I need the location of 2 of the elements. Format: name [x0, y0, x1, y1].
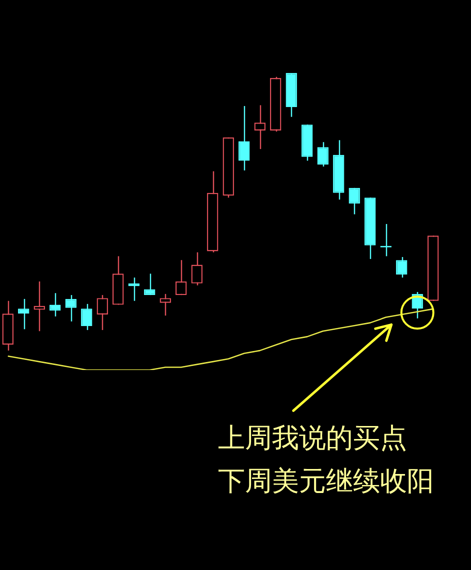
text: 上周我说的买点 [218, 423, 407, 454]
text: 下周美元继续收阳 [218, 466, 434, 498]
